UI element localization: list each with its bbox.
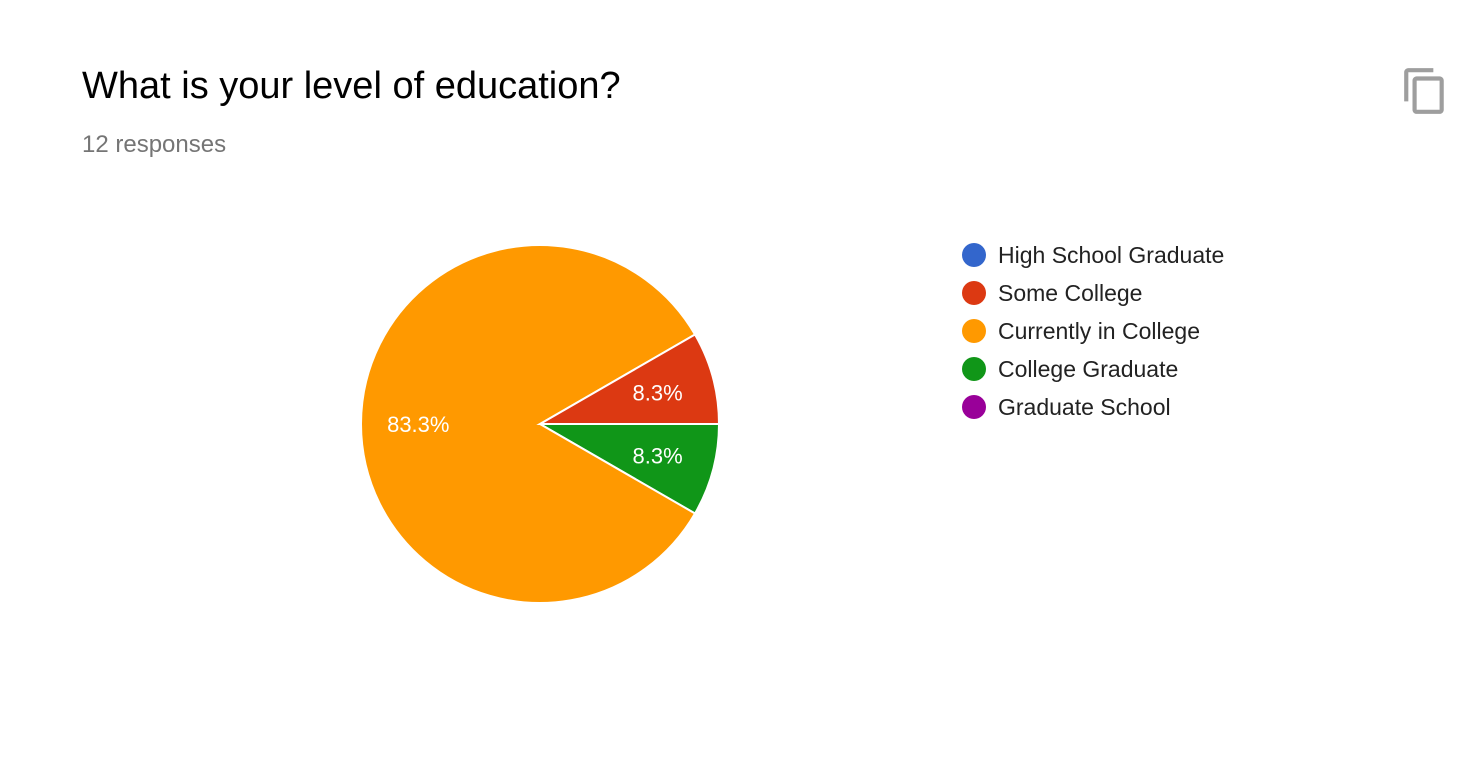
chart-legend: High School Graduate Some College Currentl… [962,236,1224,426]
legend-label: High School Graduate [998,241,1225,268]
legend-label: Some College [998,279,1143,306]
pie-slice-currently-in-college[interactable] [360,244,697,604]
response-count: 12 responses [82,131,227,158]
legend-label: College Graduate [998,355,1179,382]
pie-slice-college-graduate[interactable] [536,423,721,515]
legend-swatch [962,243,986,267]
legend-label: Currently in College [998,317,1200,344]
slice-label-currently-in-college: 83.3% [387,412,449,437]
copy-icon [1404,68,1444,114]
legend-item-some-college[interactable]: Some College [962,274,1224,312]
legend-label: Graduate School [998,393,1171,420]
legend-swatch [962,357,986,381]
legend-item-currently-in-college[interactable]: Currently in College [962,312,1224,350]
slice-label-some-college: 8.3% [632,380,682,405]
legend-swatch [962,395,986,419]
legend-item-high-school-graduate[interactable]: High School Graduate [962,236,1224,274]
legend-item-graduate-school[interactable]: Graduate School [962,388,1224,426]
copy-chart-button[interactable] [1400,66,1450,116]
slice-label-college-graduate: 8.3% [632,444,682,469]
legend-item-college-graduate[interactable]: College Graduate [962,350,1224,388]
legend-swatch [962,319,986,343]
legend-swatch [962,281,986,305]
pie-slice-some-college[interactable] [536,333,721,425]
chart-title: What is your level of education? [82,65,621,107]
